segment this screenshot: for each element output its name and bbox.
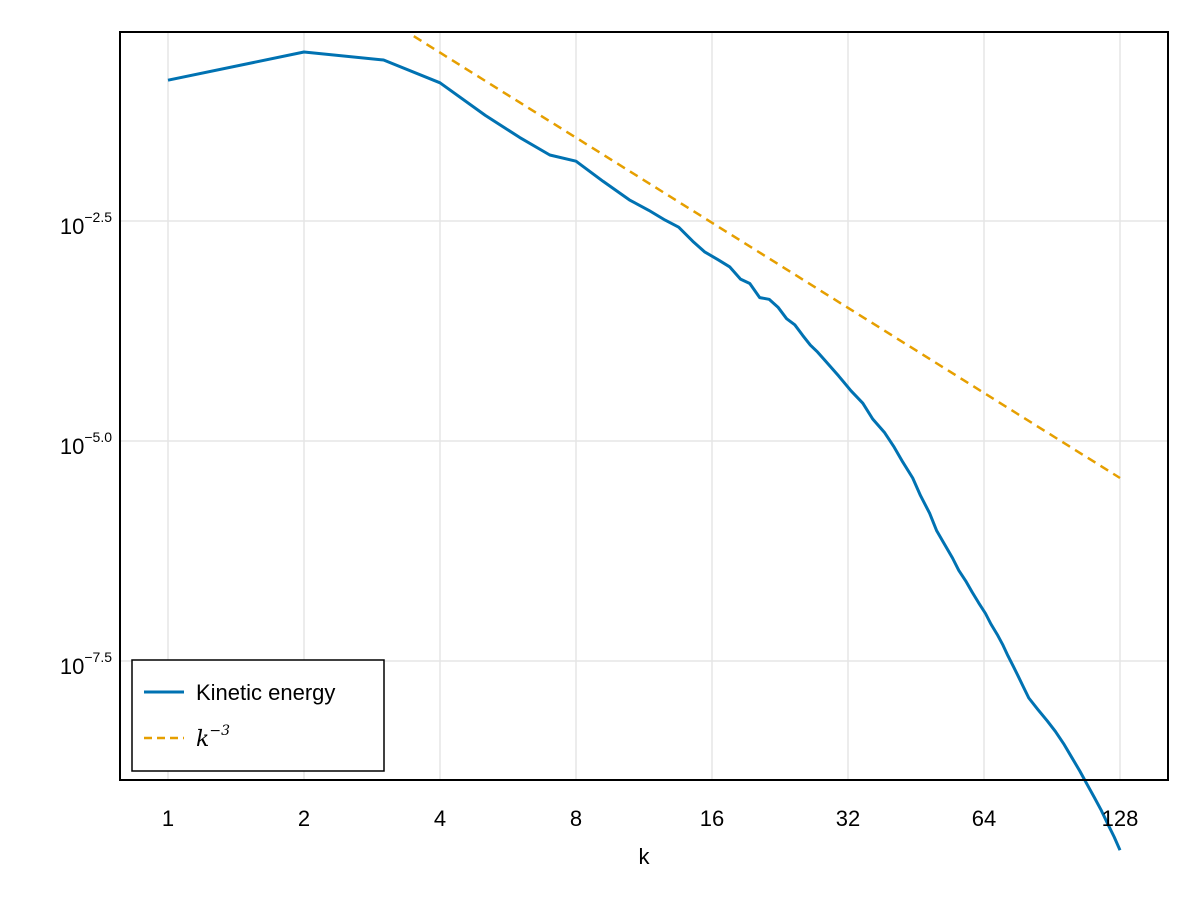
x-tick-label: 8 (570, 806, 582, 831)
legend-label-kinetic-energy: Kinetic energy (196, 680, 335, 705)
x-axis-ticks: 1 2 4 8 16 32 64 128 (162, 806, 1138, 831)
x-tick-label: 2 (298, 806, 310, 831)
series-line-kinetic-energy (167, 50, 1122, 851)
y-axis-ticks: 10−2.5 10−5.0 10−7.5 (60, 209, 112, 679)
x-tick-label: 16 (700, 806, 724, 831)
legend: Kinetic energy k−3 (131, 659, 385, 772)
x-axis-title: k (639, 844, 651, 869)
x-tick-label: 32 (836, 806, 860, 831)
y-tick-label: 10−5.0 (60, 429, 112, 459)
plot-frame (119, 31, 1169, 781)
grid (120, 32, 1168, 780)
y-tick-label: 10−2.5 (60, 209, 112, 239)
legend-label-k-power-law: k−3 (196, 723, 230, 752)
series-line-k-power-law (413, 35, 1121, 480)
y-tick-label: 10−7.5 (60, 649, 112, 679)
x-tick-label: 128 (1102, 806, 1139, 831)
x-tick-label: 1 (162, 806, 174, 831)
x-tick-label: 4 (434, 806, 446, 831)
x-tick-label: 64 (972, 806, 996, 831)
legend-box (131, 659, 385, 772)
plot-series (167, 35, 1122, 851)
